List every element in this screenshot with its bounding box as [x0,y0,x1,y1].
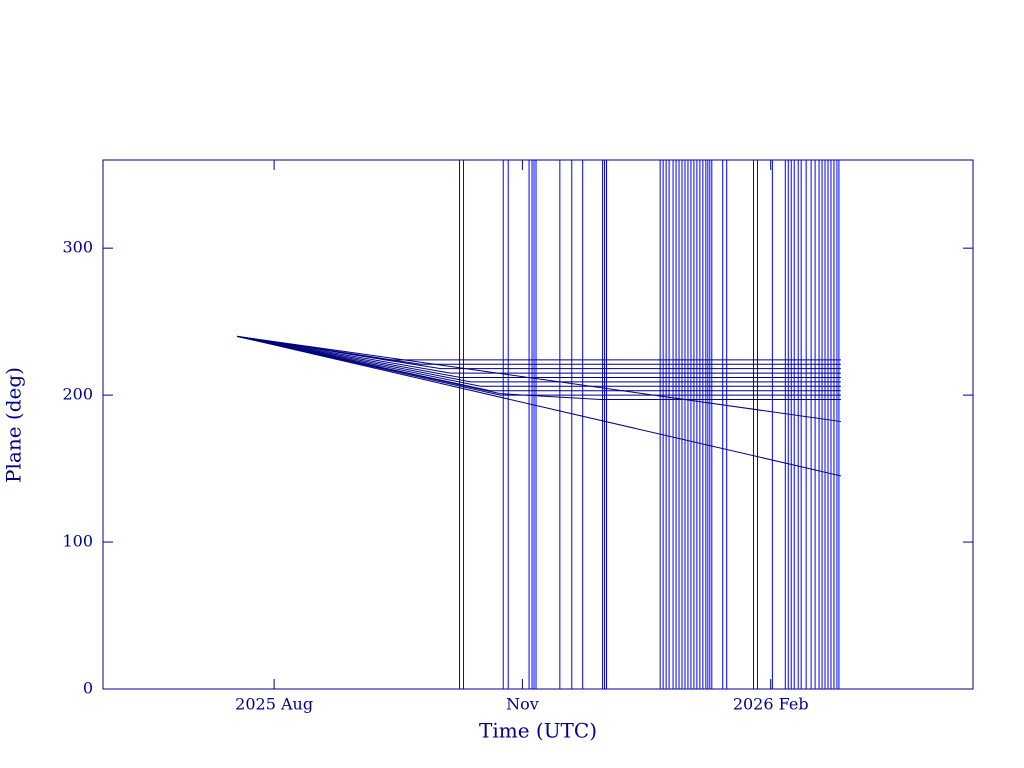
y-tick-label: 100 [62,532,93,551]
x-tick-label: 2025 Aug [235,695,313,714]
series-line [236,335,841,383]
series-line [236,335,841,392]
series-line [236,335,841,387]
y-axis-title: Plane (deg) [2,367,26,483]
series-line [236,335,841,370]
plot-frame [102,159,974,690]
y-tick-label: 300 [62,238,93,257]
y-tick-label: 0 [83,679,93,698]
x-tick-label: 2026 Feb [733,695,809,714]
x-tick-label: Nov [506,695,539,714]
x-axis-title: Time (UTC) [479,719,597,743]
y-tick-label: 200 [62,385,93,404]
series-line [236,335,841,401]
series-line [236,335,842,477]
series-line [236,335,841,378]
series-line [236,335,841,374]
series-line [237,335,841,423]
